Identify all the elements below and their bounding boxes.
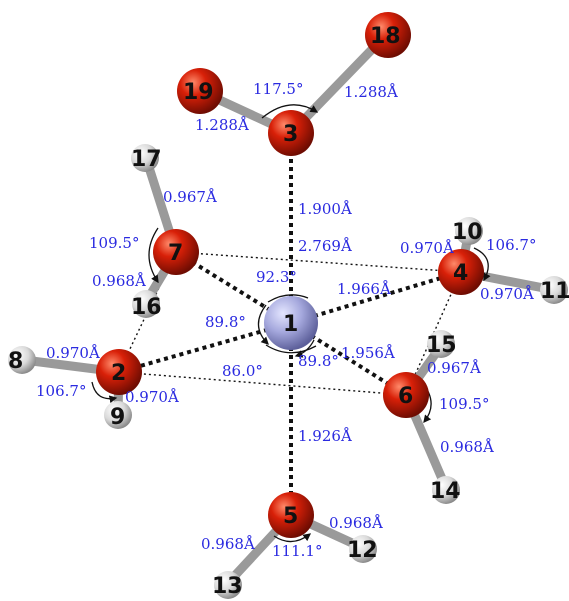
atom-number-7: 7 [168,241,183,266]
atom-number-14: 14 [430,479,461,504]
atom-number-15: 15 [426,333,457,358]
label-m1-o3: 1.900Å [298,200,352,218]
atom-number-16: 16 [131,295,162,320]
atom-number-19: 19 [183,80,214,105]
label-m1-o4: 1.966Å [337,280,391,298]
label-o5-h13: 0.968Å [201,535,255,553]
atom-number-8: 8 [8,349,23,374]
atom-m1 [264,296,318,350]
atom-number-5: 5 [283,504,298,529]
label-o5-h12: 0.968Å [329,514,383,532]
label-o3-o19: 1.288Å [195,116,249,134]
arc-h17-o7-h16 [148,227,159,284]
label-o7-h17: 0.967Å [163,188,217,206]
atom-h11 [540,276,568,304]
atom-o3 [268,110,314,156]
label-o2-h8: 0.970Å [46,344,100,362]
arc-h13-o5-h12 [273,533,312,543]
label-m1-o5: 1.926Å [298,427,352,445]
atom-number-3: 3 [283,122,298,147]
label-o2-h9: 0.970Å [125,388,179,406]
label-angle-h8-o2-h9: 106.7° [36,382,86,400]
atom-number-9: 9 [110,405,125,430]
atom-h8 [8,346,36,374]
label-angle-h15-o6-h14: 109.5° [439,395,489,413]
label-o4-h10: 0.970Å [400,239,454,257]
atom-o7 [153,229,199,275]
label-o4-h11: 0.970Å [480,285,534,303]
arc-o7-m1-o2 [257,304,269,345]
label-o6-h15: 0.967Å [427,359,481,377]
arc-h10-o4-h11 [473,247,491,282]
label-angle-h13-o5-h12: 111.1° [272,542,322,560]
atom-number-13: 13 [212,574,243,599]
label-angle-o6-m1-o5: 89.8° [298,352,339,370]
atom-h10 [455,217,483,245]
atom-o4 [438,249,484,295]
angle-arcs [91,104,491,543]
arc-o19-o3-o18 [261,104,319,119]
label-o7-h16: 0.968Å [92,272,146,290]
atoms [8,12,568,599]
atom-o2 [96,349,142,395]
label-angle-h10-o4-h11: 106.7° [486,236,536,254]
atom-number-12: 12 [347,538,378,563]
atom-h13 [214,571,242,599]
label-angle-o7-m1-o2: 89.8° [205,313,246,331]
atom-number-4: 4 [453,261,468,286]
atom-h17 [131,144,159,172]
arc-h8-o2-h9 [91,381,118,404]
atom-o6 [383,372,429,418]
atom-h16 [132,290,160,318]
atom-number-10: 10 [452,220,483,245]
arc-o6-m1-o5 [294,339,315,358]
label-o3-o18: 1.288Å [344,83,398,101]
angle-labels: 117.5° 109.5° 92.3° 106.7° 89.8° 86.0° 8… [36,80,536,560]
label-o7-o4: 2.769Å [298,237,352,255]
label-m1-o6: 1.956Å [341,344,395,362]
atom-number-18: 18 [370,24,401,49]
atom-h14 [432,476,460,504]
atom-h9 [104,401,132,429]
bond-m1-o4 [290,270,462,325]
arc-o7-m1-o4 [267,294,309,303]
atom-h15 [427,330,455,358]
label-angle-h17-o7-h16: 109.5° [89,234,139,252]
atom-number-6: 6 [398,384,413,409]
bond-length-labels: 1.288Å 1.288Å 0.967Å 0.968Å 1.900Å 2.769… [46,83,534,553]
atom-o5 [268,492,314,538]
atom-number-17: 17 [131,147,162,172]
atom-number-2: 2 [111,361,126,386]
atom-number-1: 1 [283,312,298,337]
atom-number-11: 11 [540,279,569,304]
label-o6-h14: 0.968Å [440,438,494,456]
atom-numbers: 18 19 3 17 7 16 10 4 11 1 8 2 9 15 6 14 … [8,24,569,599]
atom-o18 [365,12,411,58]
arc-o2-m1-o6 [265,344,317,354]
atom-h12 [349,535,377,563]
label-angle-o2-m1-o6: 86.0° [222,362,263,380]
atom-o19 [177,68,223,114]
bond-m1-o2 [118,321,292,374]
label-angle-o19-o3-o18: 117.5° [253,80,303,98]
label-angle-o7-m1-o4: 92.3° [256,268,297,286]
